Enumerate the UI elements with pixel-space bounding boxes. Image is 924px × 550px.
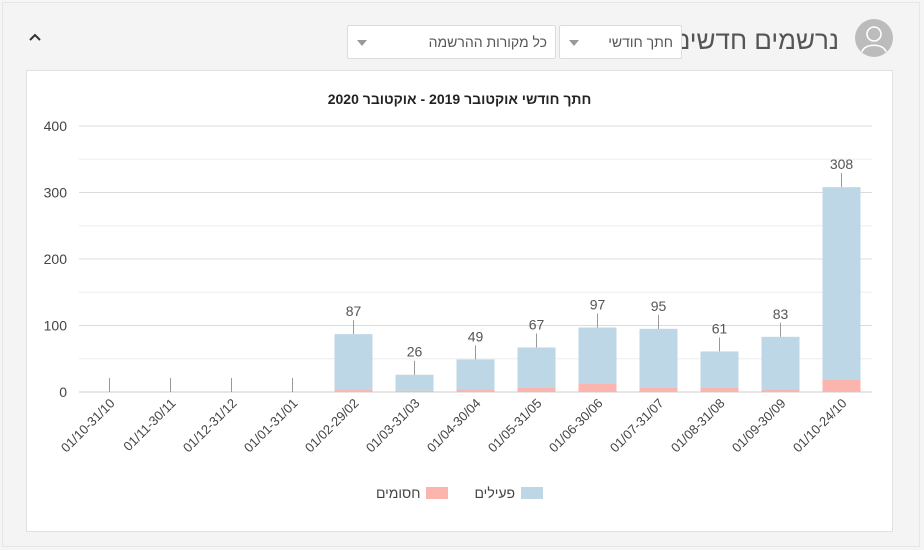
y-tick-label: 400: [44, 118, 68, 134]
bar-active: [456, 359, 495, 390]
bar-active: [517, 347, 556, 388]
bar-blocked: [761, 390, 800, 392]
caret-down-icon: [569, 40, 579, 46]
y-tick-label: 100: [44, 318, 68, 334]
y-tick-label: 0: [59, 384, 67, 400]
x-tick-label: 01/10-24/10: [790, 396, 850, 456]
chart-legend: פעילים חסומים: [27, 485, 892, 501]
bar-active: [761, 336, 800, 391]
bar-active: [700, 351, 739, 389]
x-tick-label: 01/10-31/10: [58, 396, 118, 456]
bar-active: [639, 328, 678, 388]
bar-blocked: [334, 389, 373, 392]
chart-title: חתך חודשי אוקטובר 2019 - אוקטובר 2020: [327, 91, 592, 107]
legend-swatch-blocked: [426, 487, 449, 499]
chart-card: 0 100 200 300 400 01/10-31/10 01/11-30/11 01/12…: [26, 70, 893, 532]
bar-total-label: 83: [773, 306, 789, 322]
bar-total-label: 97: [590, 296, 606, 312]
x-tick-label: 01/06-30/06: [546, 396, 606, 456]
panel-title: נרשמים חדשים: [672, 25, 839, 55]
bar-total-label: 49: [468, 328, 484, 344]
bar-active: [395, 374, 434, 391]
user-avatar-icon: [855, 19, 893, 57]
period-select-value: חתך חודשי: [608, 34, 673, 50]
bar-blocked: [639, 387, 678, 392]
x-tick-label: 01/03-31/03: [363, 396, 423, 456]
y-tick-label: 300: [44, 185, 68, 201]
chevron-up-icon: [29, 33, 41, 41]
x-tick-label: 01/11-30/11: [120, 396, 178, 454]
x-tick-label: 01/05-31/05: [485, 396, 545, 456]
bar-total-label: 87: [346, 303, 362, 319]
bar-total-label: 95: [651, 298, 667, 314]
bar-blocked: [700, 388, 739, 392]
x-tick-label: 01/02-29/02: [302, 396, 362, 456]
caret-down-icon: [357, 40, 367, 46]
legend-item-active[interactable]: פעילים: [474, 485, 544, 501]
bar-blocked: [456, 389, 495, 392]
legend-item-blocked[interactable]: חסומים: [376, 485, 449, 501]
legend-label-active: פעילים: [474, 485, 516, 501]
legend-swatch-active: [521, 487, 544, 499]
bar-total-label: 26: [407, 344, 423, 360]
period-select[interactable]: חתך חודשי: [559, 25, 682, 59]
x-tick-label: 01/07-31/07: [607, 396, 667, 456]
bar-blocked: [578, 383, 617, 392]
x-tick-label: 01/08-31/08: [668, 396, 728, 456]
source-select[interactable]: כל מקורות ההרשמה: [347, 25, 556, 59]
bar-total-label: 67: [529, 316, 545, 332]
bar-blocked: [395, 390, 434, 392]
x-tick-label: 01/01-31/01: [241, 396, 301, 456]
y-tick-label: 200: [44, 251, 68, 267]
registrations-chart: 0 100 200 300 400 01/10-31/10 01/11-30/11 01/12…: [44, 118, 872, 456]
x-tick-label: 01/12-31/12: [180, 396, 240, 456]
x-tick-label: 01/09-30/09: [729, 396, 789, 456]
bar-active: [334, 334, 373, 390]
bar-active: [578, 327, 617, 384]
legend-label-blocked: חסומים: [375, 485, 421, 501]
bar-active: [822, 187, 861, 381]
source-select-value: כל מקורות ההרשמה: [428, 34, 547, 50]
bar-blocked: [517, 387, 556, 392]
x-tick-label: 01/04-30/04: [424, 396, 484, 456]
bar-blocked: [822, 380, 861, 392]
bar-total-label: 61: [712, 320, 728, 336]
bar-total-label: 308: [830, 156, 854, 172]
collapse-button[interactable]: [25, 27, 45, 47]
